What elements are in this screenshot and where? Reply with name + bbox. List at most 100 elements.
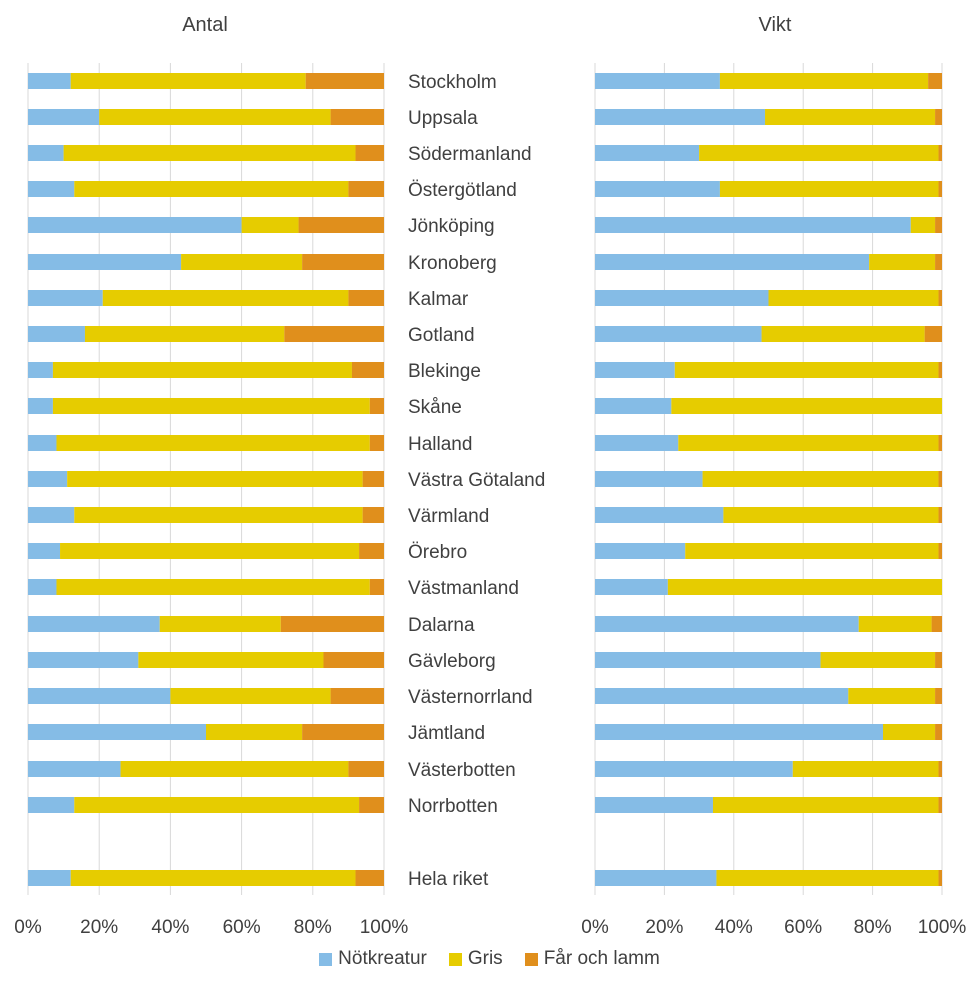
bar-får-och-lamm	[938, 797, 942, 813]
bar-får-och-lamm	[362, 471, 384, 487]
bar-gris	[56, 435, 370, 451]
category-label: Hela riket	[408, 869, 489, 890]
bar-nötkreatur	[595, 761, 793, 777]
bar-får-och-lamm	[348, 290, 384, 306]
bar-får-och-lamm	[935, 217, 942, 233]
bar-får-och-lamm	[938, 870, 942, 886]
bar-gris	[74, 797, 360, 813]
bar-får-och-lamm	[362, 507, 384, 523]
bar-gris	[869, 254, 936, 270]
category-label: Kalmar	[408, 289, 469, 310]
legend-item: Gris	[448, 948, 503, 970]
bar-nötkreatur	[595, 688, 849, 704]
bar-får-och-lamm	[369, 398, 384, 414]
bar-nötkreatur	[28, 761, 121, 777]
category-label: Västra Götaland	[408, 470, 545, 491]
bar-får-och-lamm	[935, 688, 942, 704]
bar-gris	[820, 652, 936, 668]
bar-får-och-lamm	[938, 145, 942, 161]
bar-gris	[699, 145, 939, 161]
bar-nötkreatur	[28, 435, 57, 451]
category-label: Södermanland	[408, 144, 532, 165]
bar-gris	[678, 435, 939, 451]
category-label: Västerbotten	[408, 760, 516, 781]
x-tick-label: 40%	[151, 917, 189, 938]
bar-får-och-lamm	[924, 326, 942, 342]
bar-gris	[792, 761, 939, 777]
x-tick-label: 60%	[223, 917, 261, 938]
legend-swatch	[524, 952, 538, 966]
bar-nötkreatur	[28, 797, 75, 813]
x-tick-label: 20%	[645, 917, 683, 938]
bar-nötkreatur	[28, 543, 61, 559]
bar-nötkreatur	[595, 724, 884, 740]
bar-gris	[206, 724, 303, 740]
bar-nötkreatur	[595, 579, 668, 595]
bar-nötkreatur	[28, 326, 85, 342]
legend-item: Får och lamm	[524, 948, 660, 970]
bar-nötkreatur	[28, 507, 75, 523]
category-label: Halland	[408, 434, 472, 455]
bar-gris	[99, 109, 331, 125]
bar-gris	[719, 73, 929, 89]
bar-nötkreatur	[28, 109, 100, 125]
category-label: Dalarna	[408, 615, 475, 636]
bar-får-och-lamm	[938, 362, 942, 378]
category-label: Västmanland	[408, 578, 519, 599]
bar-får-och-lamm	[938, 543, 942, 559]
category-label: Gotland	[408, 325, 475, 346]
bar-gris	[712, 797, 939, 813]
bar-får-och-lamm	[302, 724, 384, 740]
bar-nötkreatur	[595, 652, 821, 668]
legend-swatch	[448, 952, 462, 966]
category-label: Kronoberg	[408, 253, 497, 274]
bar-nötkreatur	[595, 435, 679, 451]
bar-nötkreatur	[28, 254, 182, 270]
bar-nötkreatur	[28, 398, 53, 414]
bar-gris	[102, 290, 349, 306]
category-label: Jämtland	[408, 723, 485, 744]
bar-får-och-lamm	[935, 109, 942, 125]
bar-får-och-lamm	[938, 471, 942, 487]
bar-nötkreatur	[28, 362, 53, 378]
x-tick-label: 0%	[581, 917, 609, 938]
bar-gris	[52, 362, 352, 378]
x-tick-label: 60%	[784, 917, 822, 938]
category-label: Blekinge	[408, 361, 481, 382]
bar-nötkreatur	[595, 217, 911, 233]
bar-nötkreatur	[28, 73, 71, 89]
bar-gris	[723, 507, 939, 523]
bar-gris	[765, 109, 936, 125]
x-tick-label: 100%	[360, 917, 409, 938]
bar-får-och-lamm	[369, 579, 384, 595]
panel-title-0: Antal	[182, 14, 228, 36]
bar-får-och-lamm	[284, 326, 384, 342]
bar-gris	[60, 543, 360, 559]
bar-får-och-lamm	[355, 870, 384, 886]
x-tick-label: 80%	[294, 917, 332, 938]
bar-gris	[848, 688, 936, 704]
bar-nötkreatur	[595, 109, 766, 125]
bar-nötkreatur	[595, 362, 675, 378]
legend-label: Gris	[467, 948, 503, 969]
bar-får-och-lamm	[938, 181, 942, 197]
bar-gris	[70, 73, 306, 89]
category-label: Gävleborg	[408, 651, 496, 672]
bar-gris	[719, 181, 939, 197]
bar-gris	[702, 471, 939, 487]
bar-får-och-lamm	[348, 761, 384, 777]
bar-gris	[52, 398, 370, 414]
bar-gris	[70, 870, 356, 886]
bar-gris	[84, 326, 285, 342]
bar-gris	[241, 217, 299, 233]
bar-gris	[883, 724, 936, 740]
bar-nötkreatur	[595, 870, 717, 886]
bar-gris	[910, 217, 936, 233]
bar-får-och-lamm	[928, 73, 942, 89]
bar-får-och-lamm	[938, 435, 942, 451]
category-label: Uppsala	[408, 108, 478, 129]
bar-får-och-lamm	[359, 543, 384, 559]
category-label: Örebro	[408, 542, 467, 563]
bar-nötkreatur	[595, 73, 720, 89]
bar-nötkreatur	[28, 579, 57, 595]
